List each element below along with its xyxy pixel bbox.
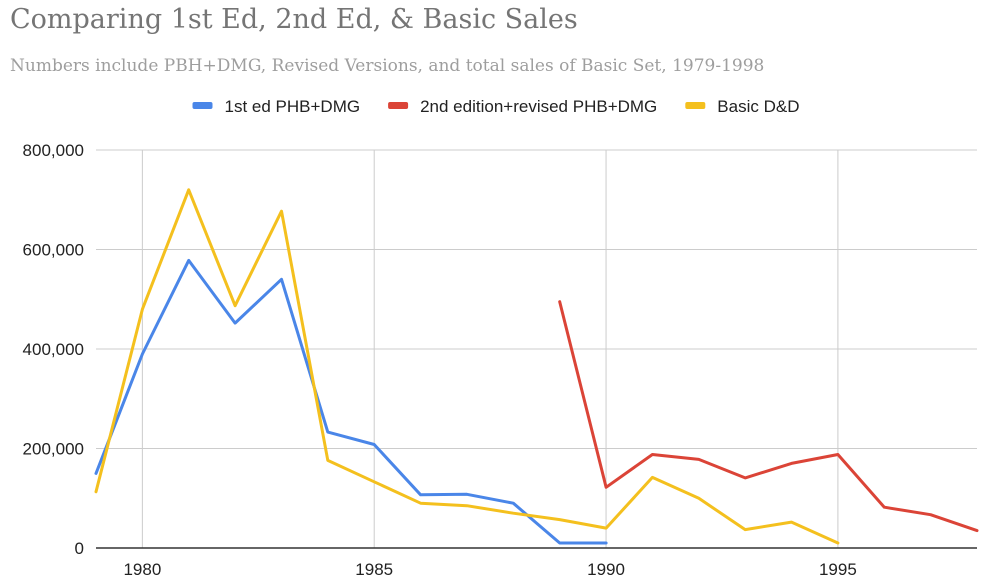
axes: 0 200,000 400,000 600,000 800,000 1980 1985 199… [23, 141, 977, 579]
x-tick-label-1985: 1985 [355, 560, 393, 579]
legend-item-2nd-edition-revised-phb-dmg: 2nd edition+revised PHB+DMG [388, 97, 657, 116]
series-lines [94, 188, 979, 545]
series-line-2nd-edition-revised-phb-dmg [558, 300, 979, 533]
series-line-1st-ed-phb-dmg [94, 258, 608, 545]
legend-swatch-1st-ed-phb-dmg [192, 102, 213, 109]
gridlines [96, 149, 977, 548]
y-tick-label-600000: 600,000 [23, 241, 84, 260]
legend-label-1st-ed-phb-dmg: 1st ed PHB+DMG [225, 97, 361, 116]
legend-swatch-basic-d-d [685, 102, 706, 109]
y-tick-label-400000: 400,000 [23, 340, 84, 359]
chart-title: Comparing 1st Ed, 2nd Ed, & Basic Sales [10, 4, 578, 35]
legend-swatch-2nd-edition-revised-phb-dmg [388, 102, 409, 109]
chart-subtitle: Numbers include PBH+DMG, Revised Version… [10, 56, 765, 76]
legend-item-basic-d-d: Basic D&D [685, 97, 799, 116]
y-tick-label-0: 0 [75, 539, 84, 558]
legend-label-2nd-edition-revised-phb-dmg: 2nd edition+revised PHB+DMG [420, 97, 657, 116]
legend: 1st ed PHB+DMG 2nd edition+revised PHB+DM… [192, 97, 799, 116]
legend-item-1st-ed-phb-dmg: 1st ed PHB+DMG [192, 97, 361, 116]
y-tick-label-800000: 800,000 [23, 141, 84, 160]
x-tick-label-1995: 1995 [819, 560, 857, 579]
x-tick-label-1990: 1990 [587, 560, 625, 579]
y-tick-label-200000: 200,000 [23, 440, 84, 459]
x-tick-label-1980: 1980 [123, 560, 161, 579]
legend-label-basic-d-d: Basic D&D [717, 97, 799, 116]
series-line-basic-d-d [94, 188, 840, 545]
